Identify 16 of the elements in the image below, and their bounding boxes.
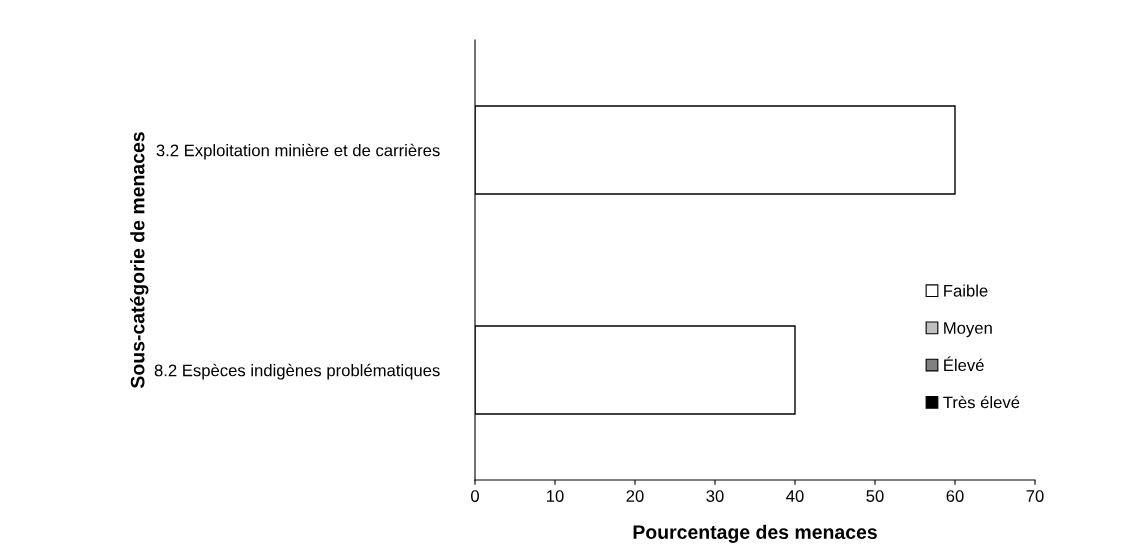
x-tick-label: 70: [1026, 490, 1044, 502]
legend-label: Moyen: [944, 322, 992, 338]
y-tick-label: 8.2 Espèces indigènes problématiques: [154, 363, 440, 380]
x-tick-label: 50: [866, 490, 884, 502]
x-axis-title: Pourcentage des menaces: [633, 524, 877, 543]
legend-label: Très élevé: [943, 395, 1020, 409]
legend-label: Faible: [944, 284, 988, 297]
x-tick-label: 40: [786, 490, 804, 502]
x-tick-label: 10: [547, 490, 564, 502]
x-tick-label: 0: [471, 490, 479, 502]
legend-label: Élevé: [944, 356, 984, 372]
x-tick-label: 60: [946, 490, 964, 502]
x-tick-label: 20: [626, 490, 644, 502]
y-tick-label: 3.2 Exploitation minière et de carrières: [156, 143, 440, 160]
y-axis-title: Sous-catégorie de menaces: [130, 132, 149, 389]
x-tick-label: 30: [706, 490, 724, 502]
